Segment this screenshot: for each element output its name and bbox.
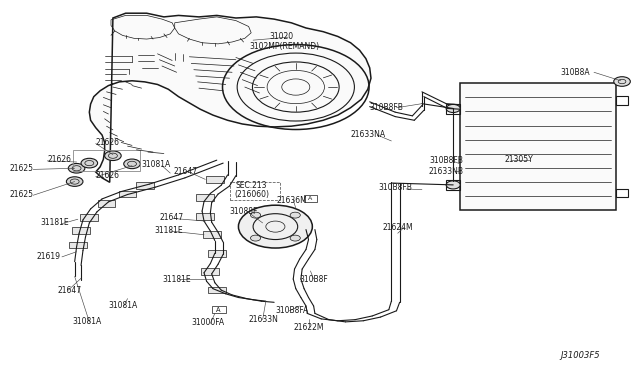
FancyBboxPatch shape xyxy=(98,201,115,207)
Text: 31181E: 31181E xyxy=(41,218,70,227)
Text: 31081A: 31081A xyxy=(141,160,171,169)
FancyBboxPatch shape xyxy=(196,213,214,219)
Text: 21633N: 21633N xyxy=(248,315,278,324)
Text: 31081A: 31081A xyxy=(108,301,138,311)
Circle shape xyxy=(290,235,300,241)
Text: 310B8FA: 310B8FA xyxy=(275,306,308,315)
Text: 21647: 21647 xyxy=(173,167,198,176)
Text: 21626: 21626 xyxy=(96,171,120,180)
FancyBboxPatch shape xyxy=(81,214,99,221)
Circle shape xyxy=(446,105,460,112)
FancyBboxPatch shape xyxy=(212,306,226,313)
Text: 310B8FB: 310B8FB xyxy=(379,183,413,192)
FancyBboxPatch shape xyxy=(72,227,90,234)
Circle shape xyxy=(250,212,260,218)
Text: 31000FA: 31000FA xyxy=(191,318,225,327)
FancyBboxPatch shape xyxy=(304,195,317,202)
Polygon shape xyxy=(460,83,616,210)
Circle shape xyxy=(239,205,312,248)
Text: 31181E: 31181E xyxy=(154,226,183,235)
Text: 3102MP(REMAND): 3102MP(REMAND) xyxy=(250,42,320,51)
Circle shape xyxy=(446,181,460,189)
FancyBboxPatch shape xyxy=(206,176,224,183)
Circle shape xyxy=(290,212,300,218)
Text: 21636M: 21636M xyxy=(276,196,307,205)
Text: J31003F5: J31003F5 xyxy=(561,350,600,360)
FancyBboxPatch shape xyxy=(196,195,214,201)
Text: 31081A: 31081A xyxy=(73,317,102,326)
Circle shape xyxy=(614,77,630,86)
Circle shape xyxy=(68,163,85,173)
Text: 21622M: 21622M xyxy=(293,323,324,331)
Circle shape xyxy=(250,235,260,241)
Text: 310B8FB: 310B8FB xyxy=(370,103,404,112)
FancyBboxPatch shape xyxy=(202,268,220,275)
FancyBboxPatch shape xyxy=(208,250,226,257)
Text: 21624M: 21624M xyxy=(383,223,413,232)
Text: 21633NA: 21633NA xyxy=(351,130,386,139)
Circle shape xyxy=(104,151,121,161)
Text: A: A xyxy=(216,307,221,313)
Circle shape xyxy=(124,159,140,169)
Text: 21625: 21625 xyxy=(9,190,33,199)
Text: 21626: 21626 xyxy=(96,138,120,147)
Text: 21619: 21619 xyxy=(36,251,60,261)
Text: 21633NB: 21633NB xyxy=(428,167,463,176)
Text: 21625: 21625 xyxy=(9,164,33,173)
Text: 31088F: 31088F xyxy=(230,206,258,216)
Text: (216060): (216060) xyxy=(234,190,269,199)
FancyBboxPatch shape xyxy=(69,242,87,248)
FancyBboxPatch shape xyxy=(136,182,154,189)
Circle shape xyxy=(67,177,83,186)
FancyBboxPatch shape xyxy=(118,191,136,198)
Text: 31020: 31020 xyxy=(269,32,293,41)
Text: 310B8A: 310B8A xyxy=(561,68,591,77)
Text: 21647: 21647 xyxy=(159,213,184,222)
Text: A: A xyxy=(308,196,312,201)
FancyBboxPatch shape xyxy=(208,287,226,294)
Text: 21626: 21626 xyxy=(47,155,71,164)
Text: 310B8F: 310B8F xyxy=(300,275,328,283)
Text: 310B8FB: 310B8FB xyxy=(429,156,463,166)
Circle shape xyxy=(81,158,98,168)
FancyBboxPatch shape xyxy=(203,231,221,238)
Text: SEC.213: SEC.213 xyxy=(236,182,268,190)
Polygon shape xyxy=(90,13,371,182)
Text: 31181E: 31181E xyxy=(162,275,191,283)
Text: 21305Y: 21305Y xyxy=(505,155,534,164)
Text: 21647: 21647 xyxy=(58,286,81,295)
